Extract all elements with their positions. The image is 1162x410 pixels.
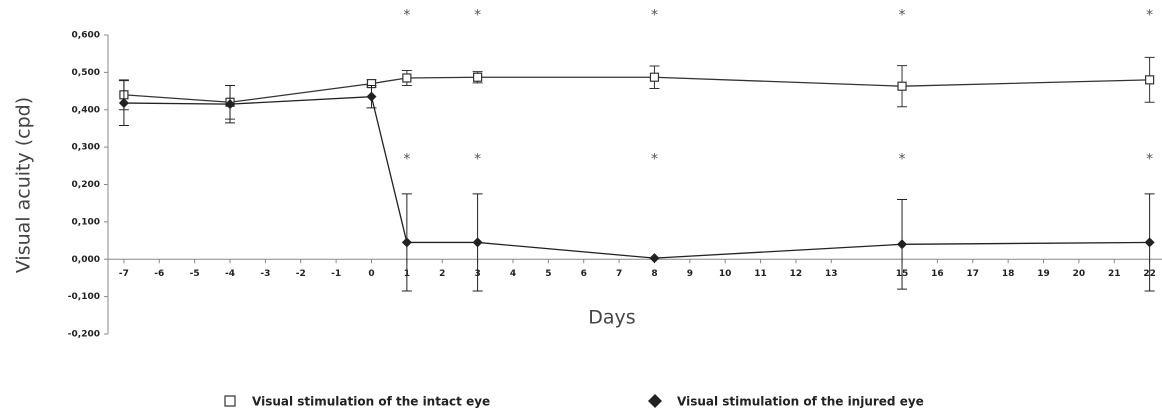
series-line xyxy=(123,95,1150,259)
y-tick-label: 0,400 xyxy=(72,105,100,115)
marker xyxy=(401,237,412,248)
marker xyxy=(649,253,660,264)
marker xyxy=(897,239,908,250)
significance-mark: * xyxy=(899,151,906,167)
x-tick-label: 20 xyxy=(1073,269,1086,279)
y-tick-label: 0,600 xyxy=(72,31,100,41)
x-tick-label: 21 xyxy=(1108,269,1121,279)
y-tick-label: 0,500 xyxy=(72,68,100,78)
y-tick-label: -0,100 xyxy=(68,292,100,302)
y-tick-label: 0,000 xyxy=(72,255,100,265)
legend-label: Visual stimulation of the intact eye xyxy=(252,395,490,409)
marker xyxy=(897,81,907,91)
x-tick-label: 2 xyxy=(439,269,445,279)
significance-mark: * xyxy=(899,8,906,24)
significance-mark: * xyxy=(474,151,481,167)
marker xyxy=(118,98,129,109)
x-tick-label: 7 xyxy=(616,269,622,279)
significance-mark: * xyxy=(651,8,658,24)
x-tick-label: 5 xyxy=(545,269,551,279)
marker xyxy=(1144,237,1155,248)
x-tick-label: 16 xyxy=(931,269,944,279)
x-tick-label: 12 xyxy=(790,269,803,279)
x-axis-label: Days xyxy=(588,307,635,329)
x-tick-label: -4 xyxy=(225,269,235,279)
x-tick-label: 0 xyxy=(368,269,374,279)
x-tick-label: 10 xyxy=(719,269,732,279)
x-tick-label: -7 xyxy=(119,269,129,279)
x-tick-label: -1 xyxy=(331,269,341,279)
y-tick-label: 0,200 xyxy=(72,180,100,190)
x-tick-label: 4 xyxy=(510,269,516,279)
significance-mark: * xyxy=(1146,8,1153,24)
y-tick-label: -0,200 xyxy=(68,330,100,340)
significance-mark: * xyxy=(651,151,658,167)
significance-mark: * xyxy=(403,151,410,167)
x-tick-label: -3 xyxy=(260,269,270,279)
marker xyxy=(472,237,483,248)
marker xyxy=(402,73,412,83)
x-tick-label: 6 xyxy=(581,269,587,279)
legend-marker xyxy=(224,395,236,407)
x-tick-label: 13 xyxy=(825,269,838,279)
y-tick-label: 0,100 xyxy=(72,217,100,227)
x-tick-label: 17 xyxy=(967,269,980,279)
x-tick-label: 18 xyxy=(1002,269,1015,279)
significance-mark: * xyxy=(403,8,410,24)
x-tick-label: -5 xyxy=(190,269,200,279)
significance-mark: * xyxy=(474,8,481,24)
marker xyxy=(1145,75,1155,85)
y-axis-label: Visual acuity (cpd) xyxy=(13,97,35,273)
x-tick-label: -2 xyxy=(296,269,306,279)
x-tick-label: -6 xyxy=(154,269,164,279)
x-tick-label: 11 xyxy=(754,269,767,279)
significance-mark: * xyxy=(1146,151,1153,167)
marker xyxy=(473,72,483,82)
legend-label: Visual stimulation of the injured eye xyxy=(677,395,924,409)
x-tick-label: 9 xyxy=(687,269,693,279)
x-tick-label: 19 xyxy=(1037,269,1050,279)
x-tick-label: 8 xyxy=(651,269,657,279)
legend-marker xyxy=(648,394,662,408)
series-line xyxy=(123,76,1150,103)
y-tick-label: 0,300 xyxy=(72,143,100,153)
marker xyxy=(649,72,660,82)
marker xyxy=(225,99,236,110)
marker xyxy=(366,91,377,102)
